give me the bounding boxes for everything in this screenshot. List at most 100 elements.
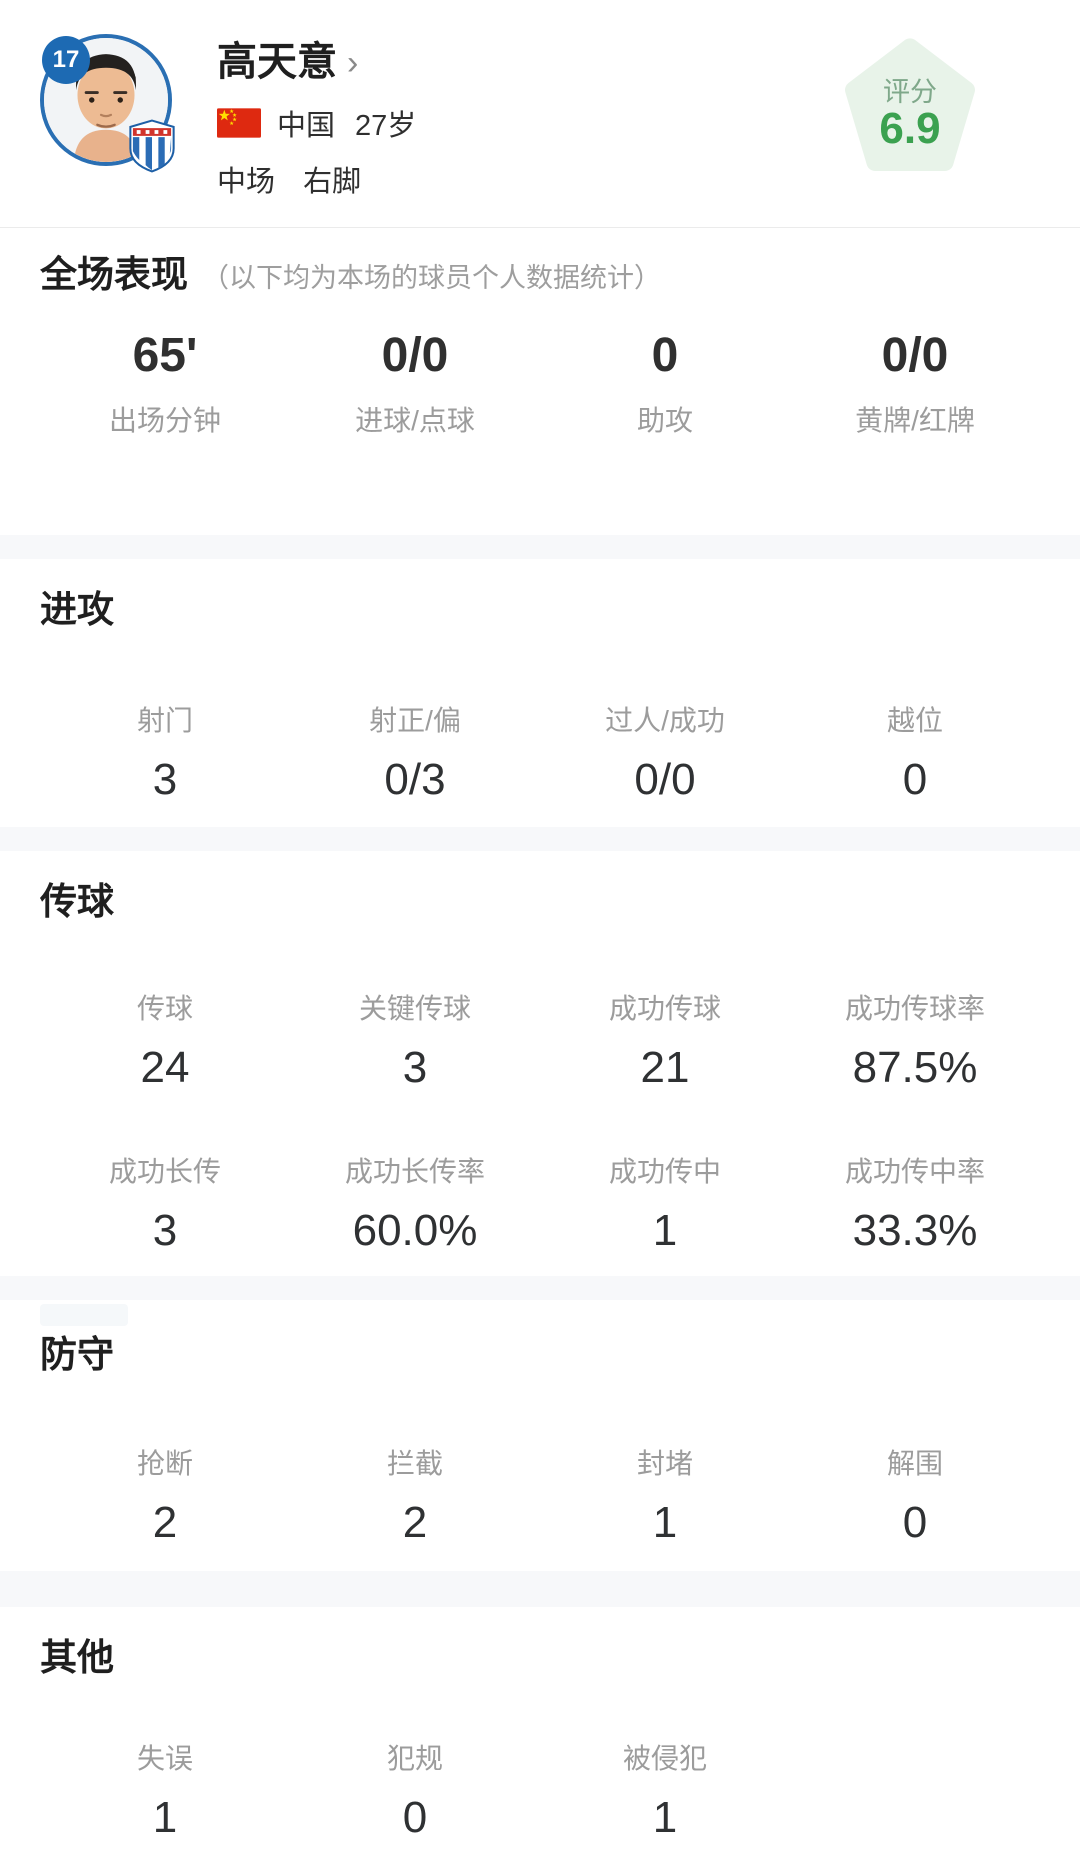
player-name-link[interactable]: 高天意 › [217, 40, 416, 84]
attack-stat-grid: 射门 3 射正/偏 0/3 过人/成功 0/0 越位 0 [40, 699, 1040, 806]
rating-label: 评分 [883, 77, 937, 107]
stat-cell-empty [790, 1737, 1040, 1844]
other-stat-grid: 失误 1 犯规 0 被侵犯 1 [40, 1737, 1040, 1844]
section-title-passing: 传球 [40, 881, 114, 923]
stat-value: 21 [640, 1043, 690, 1093]
stat-cell: 传球 24 [40, 987, 290, 1094]
player-nationality: 中国 [277, 110, 336, 142]
stat-value: 0 [902, 754, 928, 804]
stat-label: 失误 [136, 1742, 193, 1774]
stat-cell: 拦截 2 [290, 1442, 540, 1549]
stat-cell: 0/0 黄牌/红牌 [790, 328, 1040, 439]
section-passing: 传球 传球 24 关键传球 3 成功传球 21 成功传球率 87.5% 成功长传… [0, 851, 1080, 1276]
section-title-defense: 防守 [40, 1334, 114, 1376]
section-divider [0, 1276, 1080, 1301]
section-divider [0, 534, 1080, 559]
stat-label: 成功长传率 [344, 1155, 485, 1187]
stat-value: 0/0 [881, 328, 949, 382]
stat-value: 1 [652, 1792, 678, 1842]
stat-label: 出场分钟 [108, 404, 221, 436]
overview-stat-grid: 65' 出场分钟 0/0 进球/点球 0 助攻 0/0 黄牌/红牌 [40, 328, 1040, 439]
stat-label: 成功传球 [608, 993, 721, 1025]
section-divider [0, 827, 1080, 852]
player-age: 27岁 [355, 110, 417, 142]
stat-label: 解围 [886, 1448, 943, 1480]
stat-value: 87.5% [852, 1043, 978, 1093]
stat-cell: 成功传球 21 [540, 987, 790, 1094]
stat-label: 传球 [136, 993, 193, 1025]
stat-label: 关键传球 [358, 993, 471, 1025]
stat-cell: 0/0 进球/点球 [290, 328, 540, 439]
player-info: 高天意 › 中国 27岁 中场 [217, 40, 416, 200]
stat-label: 射正/偏 [369, 704, 461, 736]
section-title-other: 其他 [40, 1636, 114, 1678]
stat-value: 0/0 [381, 328, 449, 382]
stat-cell: 成功传中 1 [540, 1150, 790, 1257]
stat-cell: 成功长传 3 [40, 1150, 290, 1257]
stat-value: 1 [152, 1792, 178, 1842]
stat-label: 黄牌/红牌 [855, 404, 975, 436]
stat-label: 被侵犯 [622, 1742, 707, 1774]
section-title-attack: 进攻 [40, 588, 114, 630]
stat-label: 成功传中 [608, 1155, 721, 1187]
player-foot: 右脚 [303, 166, 362, 198]
section-other: 其他 失误 1 犯规 0 被侵犯 1 [0, 1607, 1080, 1867]
stat-value: 0 [902, 1498, 928, 1548]
stat-cell: 0 助攻 [540, 328, 790, 439]
stat-label: 犯规 [386, 1742, 443, 1774]
stat-value: 24 [140, 1043, 190, 1093]
stat-cell: 过人/成功 0/0 [540, 699, 790, 806]
stat-cell: 抢断 2 [40, 1442, 290, 1549]
team-crest-icon [129, 119, 175, 173]
stat-cell: 射门 3 [40, 699, 290, 806]
rating-badge: 评分 6.9 [843, 36, 977, 176]
stat-value: 33.3% [852, 1205, 978, 1255]
player-number-badge: 17 [42, 36, 90, 84]
stat-value: 0/0 [634, 754, 696, 804]
section-overview: 全场表现 （以下均为本场的球员个人数据统计） 65' 出场分钟 0/0 进球/点… [0, 228, 1080, 535]
stat-value: 0 [402, 1792, 428, 1842]
section-attack: 进攻 射门 3 射正/偏 0/3 过人/成功 0/0 越位 0 [0, 559, 1080, 828]
stat-cell: 成功传中率 33.3% [790, 1150, 1040, 1257]
passing-stat-grid-row1: 传球 24 关键传球 3 成功传球 21 成功传球率 87.5% [40, 987, 1040, 1094]
stat-value: 1 [652, 1205, 678, 1255]
stat-value: 65' [132, 328, 198, 382]
faint-highlight-artifact [40, 1304, 128, 1327]
stat-value: 2 [152, 1498, 178, 1548]
stat-cell: 犯规 0 [290, 1737, 540, 1844]
stat-value: 3 [152, 754, 178, 804]
stat-label: 成功长传 [108, 1155, 221, 1187]
header-divider [0, 227, 1080, 228]
defense-stat-grid: 抢断 2 拦截 2 封堵 1 解围 0 [40, 1442, 1040, 1549]
stat-value: 0 [651, 328, 679, 382]
overview-subtitle: （以下均为本场的球员个人数据统计） [202, 263, 661, 293]
stat-label: 射门 [136, 704, 193, 736]
stat-value: 2 [402, 1498, 428, 1548]
rating-pentagon-icon [845, 38, 975, 171]
player-avatar[interactable]: 17 [40, 34, 175, 173]
stat-value: 0/3 [384, 754, 446, 804]
stat-label: 进球/点球 [355, 404, 475, 436]
stat-cell: 封堵 1 [540, 1442, 790, 1549]
player-header: 17 高天意 › [0, 0, 1080, 227]
stat-cell: 成功长传率 60.0% [290, 1150, 540, 1257]
player-name: 高天意 [217, 40, 337, 84]
stat-label: 封堵 [636, 1448, 693, 1480]
section-divider [0, 1570, 1080, 1607]
player-position-row: 中场 右脚 [217, 158, 416, 200]
player-position: 中场 [217, 166, 276, 198]
stat-label: 抢断 [136, 1448, 193, 1480]
rating-value: 6.9 [879, 104, 941, 153]
stat-cell: 射正/偏 0/3 [290, 699, 540, 806]
stat-label: 拦截 [386, 1448, 443, 1480]
stat-label: 助攻 [636, 404, 693, 436]
stat-cell: 65' 出场分钟 [40, 328, 290, 439]
stat-cell: 关键传球 3 [290, 987, 540, 1094]
stat-label: 越位 [886, 704, 943, 736]
stat-value: 1 [652, 1498, 678, 1548]
player-nationality-row: 中国 27岁 [217, 102, 416, 144]
stat-value: 3 [402, 1043, 428, 1093]
stat-value: 3 [152, 1205, 178, 1255]
stat-cell: 越位 0 [790, 699, 1040, 806]
